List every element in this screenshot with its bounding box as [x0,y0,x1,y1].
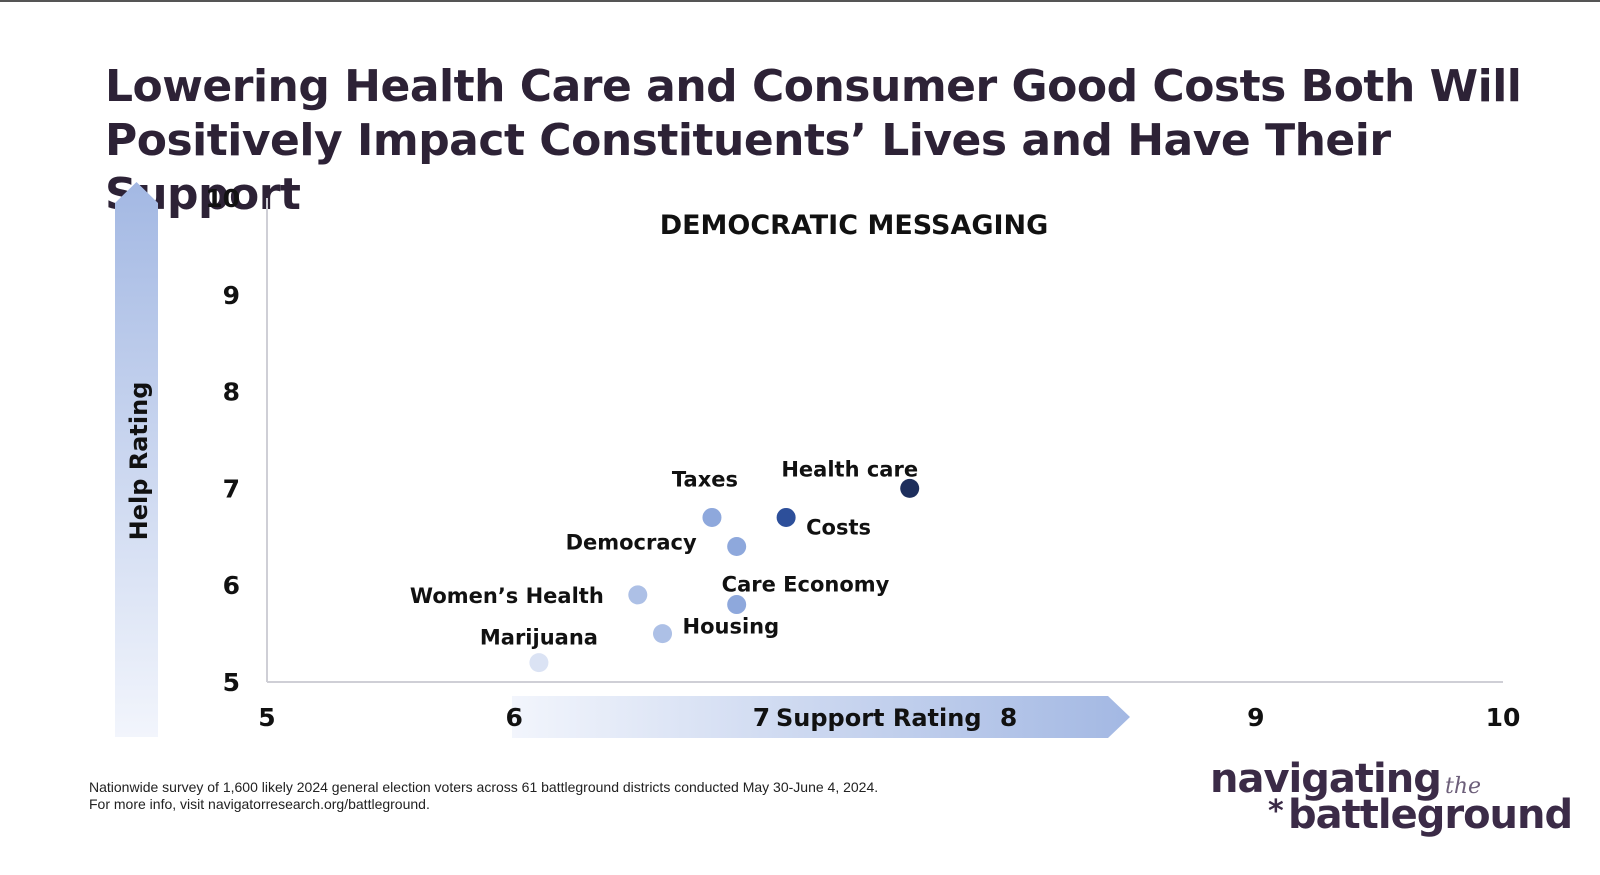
y-axis-title: Help Rating [125,382,153,541]
data-point [727,536,747,556]
point-label: Costs [806,515,871,539]
x-tick-label: 9 [1247,703,1264,732]
data-point [776,507,796,527]
data-point [628,585,648,605]
logo-word-the: the [1445,774,1482,799]
logo-star-icon: * [1268,794,1284,829]
point-label: Marijuana [480,626,598,650]
x-tick-label: 8 [1000,703,1017,732]
x-tick-label: 6 [505,703,522,732]
footnote: Nationwide survey of 1,600 likely 2024 g… [89,779,878,813]
data-point [529,653,549,673]
y-tick-label: 10 [205,184,240,213]
x-tick-label: 5 [258,703,275,732]
data-point [727,595,747,615]
y-tick-label: 5 [223,668,240,697]
point-label: Care Economy [722,573,890,597]
chart-title: DEMOCRATIC MESSAGING [660,210,1049,241]
x-axis-arrow [512,696,1130,738]
x-axis-title: Support Rating [776,704,982,732]
x-tick-label: 7 [753,703,770,732]
y-tick-label: 6 [223,571,240,600]
y-axis-arrow [115,182,158,737]
x-tick-label: 10 [1486,703,1521,732]
footnote-line-1: Nationwide survey of 1,600 likely 2024 g… [89,779,879,795]
footnote-line-2: For more info, visit navigatorresearch.o… [89,796,430,812]
data-point [702,507,722,527]
data-point [653,624,673,644]
point-label: Women’s Health [410,584,604,608]
point-label: Health care [781,457,918,481]
top-rule [0,0,1600,2]
point-label: Taxes [672,467,738,491]
logo-word-battleground: battleground [1288,792,1573,838]
y-tick-label: 8 [223,378,240,407]
point-label: Democracy [566,530,697,554]
point-label: Housing [683,615,780,639]
data-point [900,478,920,498]
y-tick-label: 9 [223,281,240,310]
page-title: Lowering Health Care and Consumer Good C… [105,61,1522,220]
logo-word-navigating: navigating [1210,756,1442,802]
y-tick-label: 7 [223,474,240,503]
navigating-the-battleground-logo: navigating the * battleground [1210,756,1573,846]
